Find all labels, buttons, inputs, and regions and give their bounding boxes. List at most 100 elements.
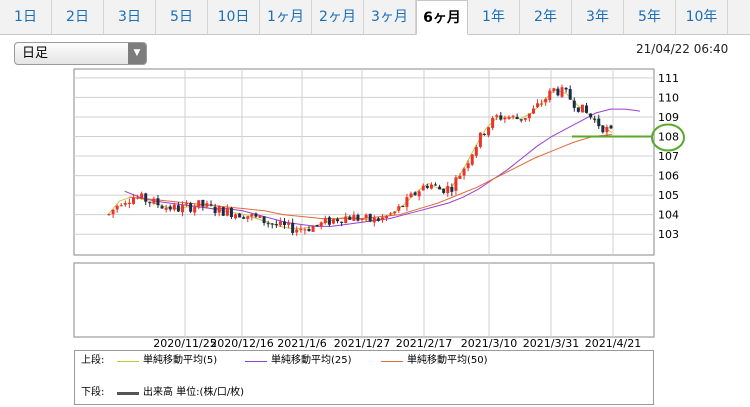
candle-body — [580, 104, 584, 113]
candle-body — [519, 119, 523, 121]
candle-body — [258, 215, 262, 218]
candle-body — [270, 223, 274, 225]
tab-0[interactable]: 1日 — [0, 0, 52, 34]
tab-2[interactable]: 3日 — [104, 0, 156, 34]
tab-11[interactable]: 3年 — [572, 0, 624, 34]
legend-upper-row: 上段: 単純移動平均(5) 単純移動平均(25) 単純移動平均(50) — [81, 354, 641, 368]
candle-body — [152, 198, 156, 204]
period-select[interactable]: 日足 ▼ — [14, 42, 147, 65]
candle-body — [234, 214, 238, 219]
tab-9[interactable]: 1年 — [468, 0, 520, 34]
candle-body — [136, 197, 140, 199]
chart-legend: 上段: 単純移動平均(5) 単純移動平均(25) 単純移動平均(50) 下段: … — [74, 350, 654, 405]
candle-body — [119, 205, 123, 207]
candle-body — [544, 98, 548, 103]
tab-7[interactable]: 3ヶ月 — [364, 0, 416, 34]
candle-body — [115, 205, 119, 210]
candle-body — [442, 188, 446, 193]
candle-body — [421, 185, 425, 191]
x-tick-label: 2021/4/21 — [585, 337, 641, 350]
candle-body — [209, 204, 213, 206]
candle-body — [107, 214, 111, 216]
candle-body — [242, 217, 246, 219]
candle-body — [148, 202, 152, 204]
tab-1[interactable]: 2日 — [52, 0, 104, 34]
candle-body — [527, 113, 531, 119]
candle-body — [495, 115, 499, 117]
candle-body — [172, 204, 176, 210]
candle-body — [323, 218, 327, 223]
last-updated-timestamp: 21/04/22 06:40 — [636, 42, 729, 56]
candle-body — [189, 203, 193, 212]
candle-body — [299, 228, 303, 230]
candle-body — [254, 213, 258, 217]
candle-body — [597, 118, 601, 127]
candle-body — [576, 107, 580, 112]
candle-body — [397, 206, 401, 211]
ma5-swatch — [117, 361, 139, 362]
candle-body — [140, 193, 144, 199]
candle-body — [278, 221, 282, 226]
x-tick-label: 2021/3/31 — [523, 337, 579, 350]
candle-body — [348, 216, 352, 220]
tab-12[interactable]: 5年 — [624, 0, 676, 34]
candle-body — [482, 133, 486, 135]
candle-body — [466, 163, 470, 169]
candle-body — [307, 228, 311, 232]
candle-body — [389, 213, 393, 215]
candle-body — [372, 217, 376, 223]
tab-3[interactable]: 5日 — [156, 0, 208, 34]
y-tick-label: 111 — [658, 72, 679, 85]
legend-lower-label: 下段: — [81, 387, 105, 398]
legend-ma50: 単純移動平均(50) — [407, 355, 488, 366]
candle-body — [287, 222, 291, 225]
candle-body — [185, 203, 189, 205]
highlight-circle — [651, 123, 685, 152]
candle-body — [450, 187, 454, 192]
tab-4[interactable]: 10日 — [208, 0, 260, 34]
x-tick-label: 2021/3/10 — [461, 337, 517, 350]
candle-body — [193, 207, 197, 213]
candle-body — [213, 206, 217, 214]
x-tick-label: 2021/1/27 — [334, 337, 390, 350]
candle-body — [531, 108, 535, 114]
candle-body — [295, 229, 299, 233]
tab-8[interactable]: 6ヶ月 — [416, 0, 468, 35]
candle-body — [156, 198, 160, 206]
y-axis-tick-labels: 103 104 105 106 107 108 109 110 111 — [658, 72, 679, 241]
candle-body — [572, 100, 576, 108]
tab-6[interactable]: 2ヶ月 — [312, 0, 364, 34]
candle-body — [470, 154, 474, 165]
price-panel — [73, 68, 655, 256]
candle-body — [144, 193, 148, 202]
candle-body — [274, 224, 278, 226]
candle-body — [425, 185, 429, 188]
volume-panel — [73, 262, 655, 338]
ma25-swatch — [245, 361, 267, 362]
tab-5[interactable]: 1ヶ月 — [260, 0, 312, 34]
candle-body — [168, 206, 172, 210]
y-tick-label: 110 — [658, 91, 679, 104]
tab-13[interactable]: 10年 — [676, 0, 728, 34]
candle-body — [364, 214, 368, 218]
candle-body — [238, 213, 242, 218]
ma50-swatch — [381, 361, 403, 362]
candle-body — [291, 222, 295, 233]
x-tick-label: 2020/11/25 — [153, 337, 216, 350]
tab-10[interactable]: 2年 — [520, 0, 572, 34]
legend-lower-row: 下段: 出来高 単位:(株/口/枚) — [81, 386, 641, 400]
x-tick-label: 2020/12/16 — [210, 337, 273, 350]
period-tabs: 1日 2日 3日 5日 10日 1ヶ月 2ヶ月 3ヶ月 6ヶ月 1年 2年 3年 5年 10年 — [0, 0, 750, 35]
candle-body — [315, 224, 319, 226]
candle-body — [552, 88, 556, 92]
x-tick-label: 2021/1/6 — [277, 337, 326, 350]
candle-body — [474, 147, 478, 156]
candle-body — [205, 203, 209, 207]
legend-upper-label: 上段: — [81, 355, 105, 366]
period-select-value: 日足 — [22, 46, 49, 61]
candle-body — [499, 115, 503, 120]
candle-body — [548, 90, 552, 100]
candle-body — [491, 117, 495, 128]
